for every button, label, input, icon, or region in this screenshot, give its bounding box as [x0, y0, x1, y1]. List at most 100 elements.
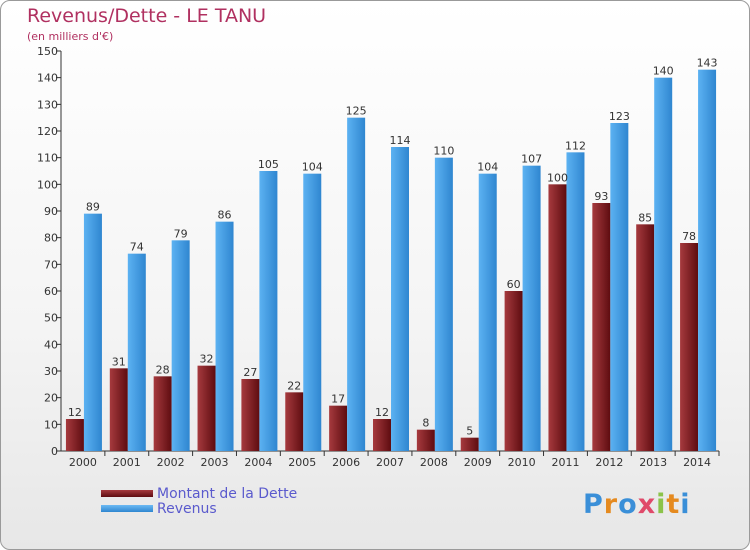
data-label-revenus: 74: [130, 241, 144, 254]
bar-revenus: [171, 240, 190, 451]
data-label-revenus: 104: [302, 161, 323, 174]
x-axis: 2000 2001 2002 2003 2004 2005 2006 2007 2008 2009…: [61, 450, 720, 469]
legend-label-revenus: Revenus: [157, 501, 217, 517]
data-label-dette: 12: [68, 406, 82, 419]
y-axis: 0 10 20 30 40 50 60 70 80 90 100 110 120 130 140 150: [37, 45, 62, 458]
bar-revenus: [391, 147, 409, 451]
data-label-revenus: 89: [86, 201, 100, 214]
y-tick-label: 60: [44, 285, 58, 298]
y-tick-label: 110: [37, 152, 58, 165]
x-tick-label: 2014: [683, 456, 711, 469]
data-label-dette: 27: [243, 366, 257, 379]
x-tick-label: 2005: [288, 456, 316, 469]
bar-dette: [680, 243, 699, 451]
bar-dette: [153, 376, 172, 451]
bar-revenus: [347, 117, 366, 452]
data-label-dette: 100: [547, 171, 568, 184]
data-label-revenus: 143: [697, 57, 718, 70]
data-label-dette: 5: [466, 425, 473, 438]
bar-dette: [416, 429, 435, 451]
data-label-revenus: 140: [653, 65, 674, 78]
bar-revenus: [127, 253, 146, 451]
legend-swatch-dette: [101, 490, 153, 497]
x-tick-label: 2004: [244, 456, 272, 469]
legend-label-dette: Montant de la Dette: [157, 486, 298, 502]
data-label-revenus: 114: [390, 134, 411, 147]
data-label-revenus: 104: [477, 161, 498, 174]
bar-revenus: [478, 173, 497, 451]
y-tick-label: 10: [44, 418, 58, 431]
y-tick-label: 150: [37, 45, 58, 58]
data-labels: 1231283227221712856010093857889747986105…: [68, 57, 718, 438]
x-tick-label: 2013: [639, 456, 667, 469]
bar-dette: [285, 392, 304, 451]
y-tick-label: 130: [37, 98, 58, 111]
bar-revenus: [610, 123, 629, 451]
y-tick-label: 140: [37, 72, 58, 85]
x-tick-label: 2009: [464, 456, 492, 469]
data-label-revenus: 86: [218, 209, 232, 222]
x-tick-label: 2008: [420, 456, 448, 469]
data-label-dette: 22: [287, 379, 301, 392]
bar-dette: [636, 224, 655, 451]
y-tick-label: 90: [44, 205, 58, 218]
bar-revenus: [522, 165, 541, 451]
y-tick-label: 50: [44, 312, 58, 325]
x-tick-label: 2011: [551, 456, 579, 469]
y-tick-label: 0: [51, 445, 58, 458]
data-label-dette: 85: [638, 211, 652, 224]
y-tick-label: 20: [44, 392, 58, 405]
data-label-dette: 31: [112, 355, 126, 368]
chart-subtitle: (en milliers d'€): [27, 30, 114, 43]
data-label-revenus: 110: [433, 145, 454, 158]
proxiti-logo: Proxiti: [583, 489, 691, 520]
data-label-revenus: 79: [174, 227, 188, 240]
data-label-dette: 17: [331, 393, 345, 406]
bar-dette: [592, 203, 611, 451]
chart-title: Revenus/Dette - LE TANU: [27, 5, 267, 27]
data-label-dette: 8: [422, 417, 429, 430]
x-tick-label: 2002: [157, 456, 185, 469]
x-tick-label: 2000: [69, 456, 97, 469]
data-label-revenus: 123: [609, 110, 630, 123]
bar-revenus: [654, 77, 673, 452]
y-tick-label: 40: [44, 338, 58, 351]
bar-revenus: [259, 171, 278, 451]
bar-dette: [241, 379, 260, 451]
bar-revenus: [566, 152, 585, 452]
data-label-dette: 78: [682, 230, 696, 243]
y-tick-label: 70: [44, 258, 58, 271]
y-tick-label: 120: [37, 125, 58, 138]
y-tick-label: 80: [44, 232, 58, 245]
y-tick-label: 30: [44, 365, 58, 378]
data-label-dette: 60: [507, 278, 521, 291]
bar-dette: [373, 419, 391, 451]
bar-revenus: [434, 157, 453, 451]
data-label-revenus: 112: [565, 139, 586, 152]
legend-swatch-revenus: [101, 505, 153, 512]
data-label-dette: 32: [200, 353, 214, 366]
bar-dette: [109, 368, 128, 451]
bar-dette: [329, 405, 348, 451]
x-tick-label: 2010: [508, 456, 536, 469]
bar-dette: [460, 437, 479, 451]
bar-revenus: [698, 69, 717, 452]
data-label-dette: 93: [594, 190, 608, 203]
x-tick-label: 2012: [595, 456, 623, 469]
data-label-revenus: 125: [346, 105, 367, 118]
bar-dette: [548, 184, 567, 452]
x-tick-label: 2006: [332, 456, 360, 469]
data-label-revenus: 107: [521, 153, 542, 166]
y-tick-label: 100: [37, 178, 58, 191]
data-label-dette: 12: [375, 406, 389, 419]
data-label-dette: 28: [156, 363, 170, 376]
bar-revenus: [303, 173, 322, 451]
x-tick-label: 2001: [113, 456, 141, 469]
x-tick-label: 2003: [201, 456, 229, 469]
bar-dette: [504, 291, 523, 451]
bar-revenus: [83, 213, 102, 451]
bars: [65, 69, 717, 452]
bar-dette: [197, 365, 216, 451]
